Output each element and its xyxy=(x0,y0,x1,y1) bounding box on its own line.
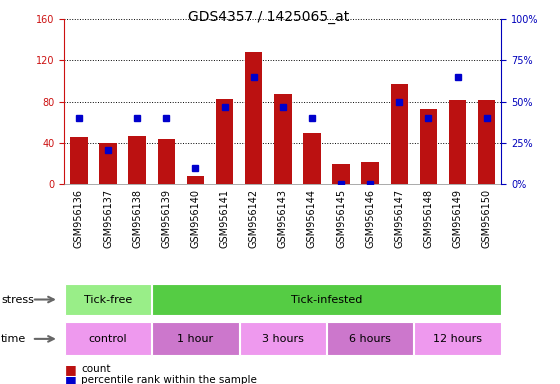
Text: GSM956149: GSM956149 xyxy=(452,189,463,248)
Text: Tick-infested: Tick-infested xyxy=(291,295,362,305)
Text: GSM956136: GSM956136 xyxy=(74,189,84,248)
Bar xyxy=(361,162,379,184)
Bar xyxy=(274,94,292,184)
Text: Tick-free: Tick-free xyxy=(84,295,132,305)
Bar xyxy=(186,176,204,184)
Text: GSM956147: GSM956147 xyxy=(394,189,404,248)
Text: GSM956142: GSM956142 xyxy=(249,189,259,248)
Bar xyxy=(128,136,146,184)
Bar xyxy=(70,137,88,184)
Text: GDS4357 / 1425065_at: GDS4357 / 1425065_at xyxy=(188,10,349,23)
Bar xyxy=(419,109,437,184)
Text: count: count xyxy=(81,364,111,374)
Text: control: control xyxy=(89,334,127,344)
Bar xyxy=(152,323,239,355)
Text: GSM956140: GSM956140 xyxy=(190,189,200,248)
Bar xyxy=(332,164,350,184)
Bar xyxy=(390,84,408,184)
Text: 6 hours: 6 hours xyxy=(349,334,391,344)
Bar xyxy=(65,323,151,355)
Text: percentile rank within the sample: percentile rank within the sample xyxy=(81,375,257,384)
Text: GSM956139: GSM956139 xyxy=(161,189,171,248)
Text: GSM956138: GSM956138 xyxy=(132,189,142,248)
Bar xyxy=(216,99,234,184)
Bar xyxy=(157,139,175,184)
Text: GSM956137: GSM956137 xyxy=(103,189,113,248)
Bar xyxy=(240,323,326,355)
Bar xyxy=(65,284,151,315)
Bar xyxy=(327,323,413,355)
Text: GSM956144: GSM956144 xyxy=(307,189,317,248)
Text: GSM956143: GSM956143 xyxy=(278,189,288,248)
Text: GSM956148: GSM956148 xyxy=(423,189,433,248)
Text: GSM956146: GSM956146 xyxy=(365,189,375,248)
Bar xyxy=(449,100,466,184)
Bar xyxy=(245,52,263,184)
Bar xyxy=(303,133,321,184)
Text: ■: ■ xyxy=(64,363,76,376)
Text: 12 hours: 12 hours xyxy=(433,334,482,344)
Text: GSM956141: GSM956141 xyxy=(220,189,230,248)
Text: GSM956145: GSM956145 xyxy=(336,189,346,248)
Bar xyxy=(478,100,496,184)
Text: GSM956150: GSM956150 xyxy=(482,189,492,248)
Text: stress: stress xyxy=(1,295,34,305)
Text: 3 hours: 3 hours xyxy=(262,334,304,344)
Text: ■: ■ xyxy=(64,374,76,384)
Bar xyxy=(152,284,501,315)
Bar xyxy=(99,143,117,184)
Text: 1 hour: 1 hour xyxy=(178,334,213,344)
Text: time: time xyxy=(1,334,26,344)
Bar xyxy=(414,323,501,355)
